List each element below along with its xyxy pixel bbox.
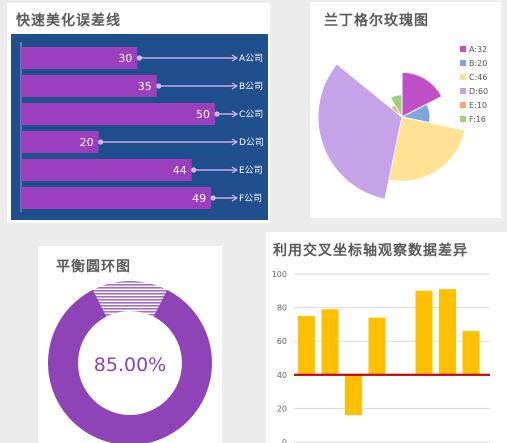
legend-swatch [460,102,466,108]
y-tick-label: 80 [277,304,287,313]
legend-swatch [460,74,466,80]
bar-value-label: 35 [138,80,152,93]
y-tick-label: 0 [282,438,287,443]
stripe [92,302,168,304]
stripe [92,287,168,289]
error-bar-title: 快速美化误差线 [16,13,121,29]
y-tick-label: 40 [277,371,287,380]
y-tick-label: 20 [277,404,287,413]
stripe [92,299,168,301]
rose-slice [401,71,443,118]
legend-label: E:10 [469,101,487,110]
stripe [92,296,168,298]
legend-swatch [460,46,466,52]
error-start-dot [156,83,162,89]
bar [21,103,215,125]
y-tick-label: 100 [272,270,287,279]
error-start-dot [136,55,142,61]
legend-label: C:46 [469,73,487,82]
bar [439,289,456,375]
category-label: E公司 [239,165,263,176]
bar-value-label: 30 [118,52,132,65]
bar [462,331,480,375]
error-arrow [231,110,239,118]
cross-axis-card: 利用交叉坐标轴观察数据差异 0 20 40 60 80 100 [266,232,507,443]
rose-card: 兰丁格尔玫瑰图 A:32 B:20 C:46 D:60 E:10 F:16 [310,2,501,218]
error-start-dot [191,167,197,173]
bar [21,187,212,209]
donut-center-label: 85.00% [94,354,166,376]
error-start-dot [98,139,104,145]
rose-slice [389,94,403,119]
stripe [92,284,168,286]
error-arrow [231,166,239,174]
donut-value-segment [48,289,212,443]
rose-slice [388,116,466,182]
bar [21,159,192,181]
category-label: A公司 [239,53,263,64]
bar [21,47,138,69]
donut-card: 平衡圆环图 85.00% [38,246,222,443]
bar-value-label: 44 [173,164,187,177]
legend-swatch [460,88,466,94]
bar [21,75,157,97]
legend-label: F:16 [469,115,486,124]
error-arrow [231,138,239,146]
error-arrow [231,194,239,202]
category-label: F公司 [239,193,262,204]
donut-chart: 85.00% [48,278,212,443]
category-label: C公司 [239,109,263,120]
error-start-dot [210,195,216,201]
category-label: B公司 [239,81,263,92]
bar [368,317,386,375]
rose-chart: A:32 B:20 C:46 D:60 E:10 F:16 [317,45,488,200]
y-tick-label: 60 [277,337,287,346]
legend-label: A:32 [469,45,487,54]
category-label: D公司 [239,137,264,148]
legend-label: B:20 [469,59,487,68]
rose-title: 兰丁格尔玫瑰图 [324,13,429,29]
error-bar-card: 快速美化误差线 30 A公司 35 B公司 50 C公司 20 D公司 44 E公司 49 F公司 [7,3,270,223]
bar-value-label: 49 [192,192,206,205]
error-start-dot [214,111,220,117]
stripe [92,290,168,292]
bar [21,131,99,153]
cross-axis-chart: 0 20 40 60 80 100 [272,270,490,443]
stripe [92,308,168,310]
stripe [92,293,168,295]
donut-title: 平衡圆环图 [56,259,131,275]
legend-swatch [460,116,466,122]
bar [298,316,315,375]
stripe [92,281,168,283]
legend-swatch [460,60,466,66]
error-bar-chart: 30 A公司 35 B公司 50 C公司 20 D公司 44 E公司 49 F公司 [11,34,268,220]
error-arrow [231,82,239,90]
bar-value-label: 50 [196,108,210,121]
bar [415,290,433,375]
stripe [78,278,182,280]
bar [321,309,339,375]
bar [345,374,362,416]
bar-value-label: 20 [80,136,94,149]
legend-label: D:60 [469,87,488,96]
stripe [92,305,168,307]
rose-slice [317,63,403,200]
error-arrow [231,54,239,62]
cross-axis-title: 利用交叉坐标轴观察数据差异 [273,243,468,259]
